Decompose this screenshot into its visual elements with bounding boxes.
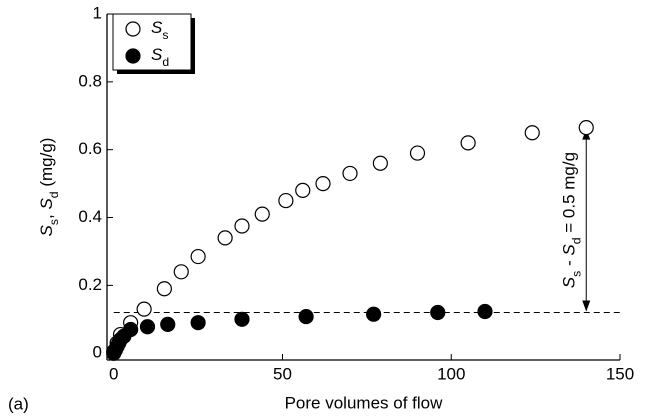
y-tick-label: 0.2: [78, 275, 102, 294]
legend-shadow: [191, 18, 195, 74]
x-axis-label: Pore volumes of flow: [285, 393, 444, 412]
data-point: [372, 155, 388, 171]
legend-label: Ss: [151, 18, 168, 42]
data-point: [190, 315, 206, 331]
y-tick-label: 0.4: [78, 207, 102, 226]
data-point: [460, 135, 476, 151]
legend-label: Sd: [151, 45, 169, 69]
y-tick-label: 0: [93, 343, 102, 362]
y-tick-label: 1: [93, 3, 102, 22]
x-tick-label: 50: [273, 364, 292, 383]
data-point: [366, 306, 382, 322]
x-tick-label: 0: [109, 364, 118, 383]
data-point: [295, 182, 311, 198]
data-point: [409, 145, 426, 161]
data-point: [190, 248, 206, 265]
arrow-head: [582, 300, 591, 312]
data-point: [278, 192, 294, 209]
data-point: [430, 304, 446, 321]
y-tick-label: 0.6: [78, 139, 102, 158]
data-point: [298, 308, 314, 325]
data-point: [234, 218, 250, 234]
data-point: [136, 301, 152, 317]
data-point: [173, 264, 189, 280]
legend-marker: [125, 21, 141, 37]
data-point: [477, 303, 493, 320]
data-point: [342, 165, 358, 182]
legend-marker: [125, 48, 141, 64]
annotation: Ss - Sd = 0.5 mg/g: [560, 152, 584, 288]
x-tick-label: 100: [437, 364, 465, 383]
legend-shadow: [117, 70, 195, 74]
data-point: [315, 176, 331, 192]
data-point: [254, 206, 270, 222]
data-point: [217, 230, 233, 246]
legend-box: [112, 13, 192, 71]
panel-label: (a): [8, 394, 29, 413]
data-point: [139, 319, 156, 335]
y-tick-label: 0.8: [78, 71, 102, 90]
y-axis-label: Ss, Sd (mg/g): [37, 138, 61, 237]
data-point: [123, 321, 139, 338]
x-tick-label: 150: [606, 364, 634, 383]
data-point: [234, 311, 250, 327]
data-point: [160, 316, 176, 332]
data-point: [156, 281, 172, 297]
data-point: [524, 125, 540, 141]
data-point: [578, 120, 594, 136]
